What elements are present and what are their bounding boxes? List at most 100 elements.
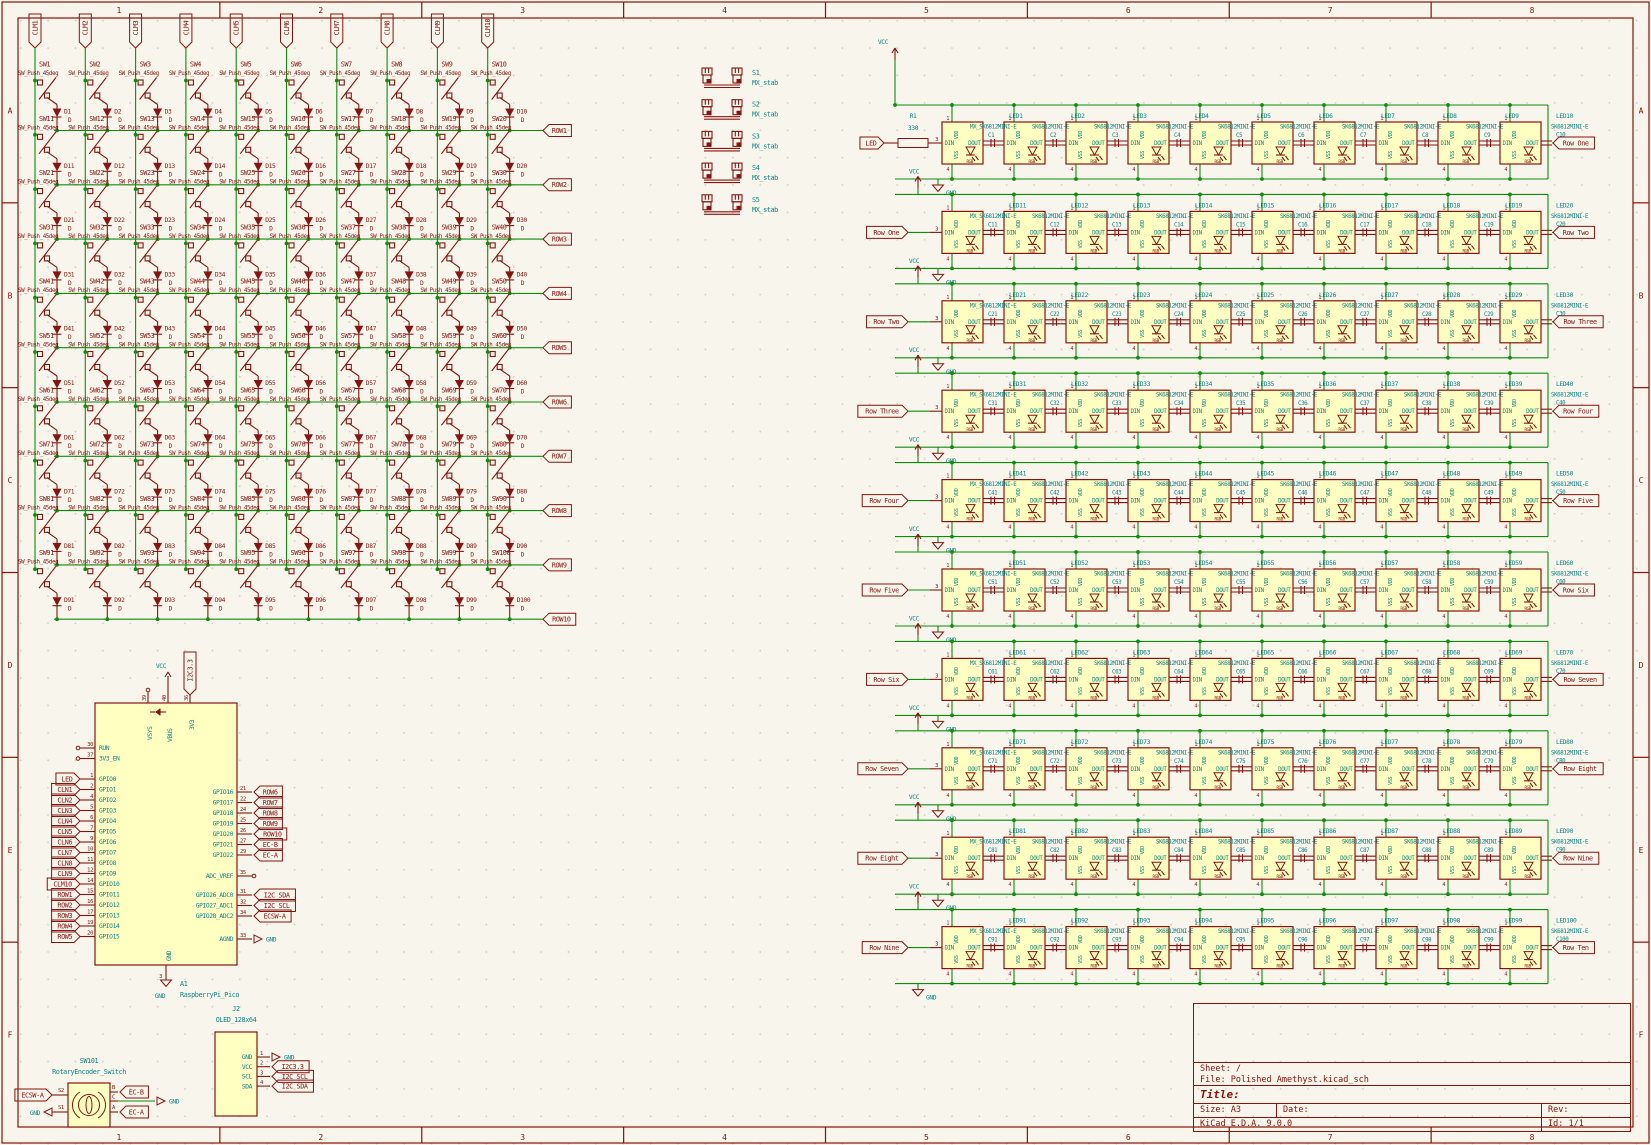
led-input-label[interactable]: Row One (866, 225, 909, 239)
led-input-label[interactable]: Row Eight (857, 851, 909, 865)
row-label-row2[interactable]: ROW2 (542, 178, 572, 192)
pico-left-label-row5[interactable]: ROW5 (51, 930, 81, 943)
column-label-clm5[interactable]: CLM5 (229, 13, 243, 49)
led-input-label[interactable]: Row Five (861, 583, 909, 597)
led-input-label[interactable]: LED (859, 136, 885, 150)
led-output-label[interactable]: Row Five (1552, 494, 1600, 508)
row-label-row10[interactable]: ROW10 (542, 612, 577, 626)
encoder-label-ec-a[interactable]: EC-A (119, 1105, 149, 1119)
led-input-label[interactable]: Row Three (857, 404, 909, 418)
pico-right-label-row8[interactable]: ROW8 (253, 806, 283, 820)
row-label-row6[interactable]: ROW6 (542, 395, 572, 409)
pico-right-label-row6[interactable]: ROW6 (253, 785, 283, 799)
column-label-clm2[interactable]: CLM2 (78, 13, 92, 49)
led-input-label[interactable]: Row Four (861, 494, 909, 508)
led-output-label[interactable]: Row Six (1552, 583, 1595, 597)
oled-label-i2c-sda[interactable]: I2C SDA (271, 1079, 314, 1093)
led-input-label[interactable]: Row Nine (861, 941, 909, 955)
row-label-row4[interactable]: ROW4 (542, 286, 572, 300)
led-input-label[interactable]: Row Seven (857, 762, 909, 776)
led-output-label[interactable]: Row Two (1552, 225, 1595, 239)
led-output-label[interactable]: Row Eight (1552, 762, 1604, 776)
